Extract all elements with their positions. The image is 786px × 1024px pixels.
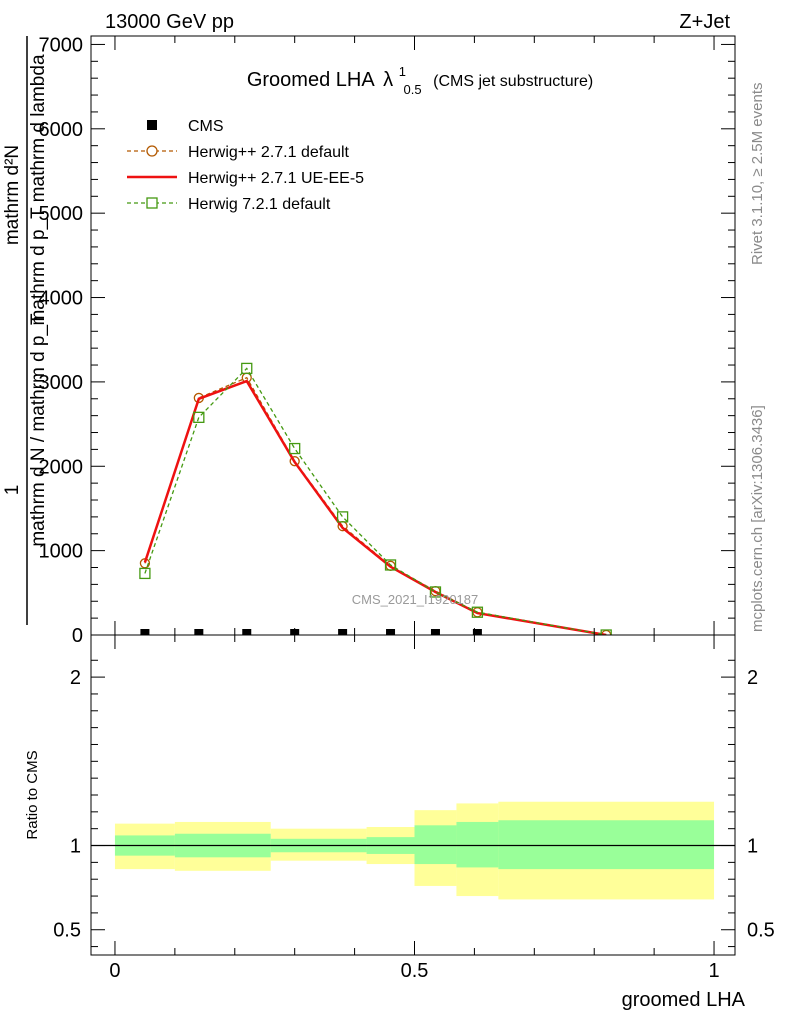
legend: CMS Herwig++ 2.7.1 default Herwig++ 2.7.1 … (127, 118, 364, 213)
x-tick-label: 0 (109, 960, 120, 982)
x-tick-label: 1 (708, 960, 719, 982)
ylabel-denominator: mathrm d p_T mathrm d lambda (28, 54, 49, 325)
ratio-band-1-sigma (498, 820, 715, 870)
title-symbol: λ (383, 69, 393, 91)
point-herwig-7-2-1-default (471, 606, 484, 618)
point-cms (472, 629, 482, 638)
ratio-y-tick-label: 1 (70, 836, 81, 858)
point-cms (194, 629, 204, 638)
point-herwig-7-2-1-default (384, 559, 397, 571)
ratio-y-tick-label-right: 2 (747, 667, 758, 689)
y-tick-label: 5000 (39, 203, 84, 225)
point-herwig-2-7-1-default (289, 456, 300, 467)
plot-title: Groomed LHA λ 1 0.5 (CMS jet substructur… (247, 59, 593, 99)
main-y-label: 1 mathrm d N / mathrm d p_T mathrm d²N m… (2, 54, 49, 547)
legend-label-herwig-2-7-1-default: Herwig++ 2.7.1 default (188, 144, 350, 161)
rivet-label: Rivet 3.1.10, ≥ 2.5M events (749, 83, 766, 266)
svg-text:Groomed LHA λ 1: Groomed LHA λ 1 0.5 (CMS jet substructur… (247, 59, 593, 99)
legend-label-herwig-2-7-1-ue-ee-5: Herwig++ 2.7.1 UE-EE-5 (188, 170, 364, 187)
point-cms (338, 629, 348, 638)
energy-label: 13000 GeV pp (105, 11, 234, 33)
main-series-layer (139, 362, 612, 641)
ratio-y-tick-label-right: 0.5 (747, 920, 775, 942)
ratio-y-tick-label: 0.5 (53, 920, 81, 942)
legend-label-cms: CMS (188, 118, 224, 135)
point-cms (242, 629, 252, 638)
title-text: Groomed LHA (247, 69, 375, 91)
main-panel (91, 36, 735, 635)
point-herwig-7-2-1-default (193, 411, 205, 423)
title-subtitle: (CMS jet substructure) (433, 73, 593, 90)
x-axis-label: groomed LHA (622, 989, 746, 1011)
main-axes: 0 1000 2000 3000 4000 5000 6000 7000 (39, 34, 736, 647)
legend-marker-cms (147, 120, 157, 130)
ylabel-numerator: mathrm d²N (2, 145, 23, 245)
ylabel-prefix-numerator: 1 (2, 485, 23, 496)
y-tick-label: 2000 (39, 456, 84, 478)
point-cms (430, 629, 440, 638)
y-tick-label: 3000 (39, 372, 84, 394)
y-tick-label: 1000 (39, 541, 84, 563)
ylabel-prefix-denominator: mathrm d N / mathrm d p_T (28, 313, 49, 547)
point-herwig-7-2-1-default (336, 511, 349, 523)
legend-label-herwig-7-2-1-default: Herwig 7.2.1 default (188, 196, 331, 213)
ratio-axes: 0.5 0.5 1 1 2 2 0 0.5 1 (53, 634, 775, 982)
mcplots-label: mcplots.cern.ch [arXiv:1306.3436] (749, 405, 766, 632)
point-herwig-7-2-1-default (139, 567, 151, 580)
y-tick-label: 4000 (39, 288, 84, 310)
main-frame-bg (91, 36, 735, 635)
ratio-y-tick-label: 2 (70, 667, 81, 689)
point-cms (386, 629, 396, 638)
title-superscript: 1 (399, 64, 406, 79)
y-tick-label: 7000 (39, 34, 84, 56)
ratio-frame-bg (91, 635, 735, 955)
series-line-herwig-7-2-1-default (144, 367, 607, 636)
title-subscript: 0.5 (403, 82, 421, 97)
y-tick-label: 0 (72, 625, 83, 647)
ratio-y-label: Ratio to CMS (24, 750, 41, 839)
ratio-bands (91, 801, 735, 900)
point-herwig-7-2-1-default (241, 362, 253, 375)
analysis-watermark: CMS_2021_I1920187 (352, 592, 479, 607)
point-herwig-7-2-1-default (429, 586, 442, 598)
legend-marker-herwig-2-7-1-default (146, 145, 158, 157)
ratio-band-1-sigma (414, 825, 457, 865)
y-tick-label: 6000 (39, 119, 84, 141)
point-herwig-7-2-1-default (289, 442, 301, 455)
ratio-y-tick-label-right: 1 (747, 836, 758, 858)
point-cms (140, 629, 150, 638)
ratio-band-1-sigma (456, 821, 499, 868)
legend-marker-herwig-7-2-1-default (146, 197, 158, 209)
x-tick-label: 0.5 (401, 960, 429, 982)
ratio-panel (91, 635, 735, 955)
process-label: Z+Jet (679, 11, 730, 33)
